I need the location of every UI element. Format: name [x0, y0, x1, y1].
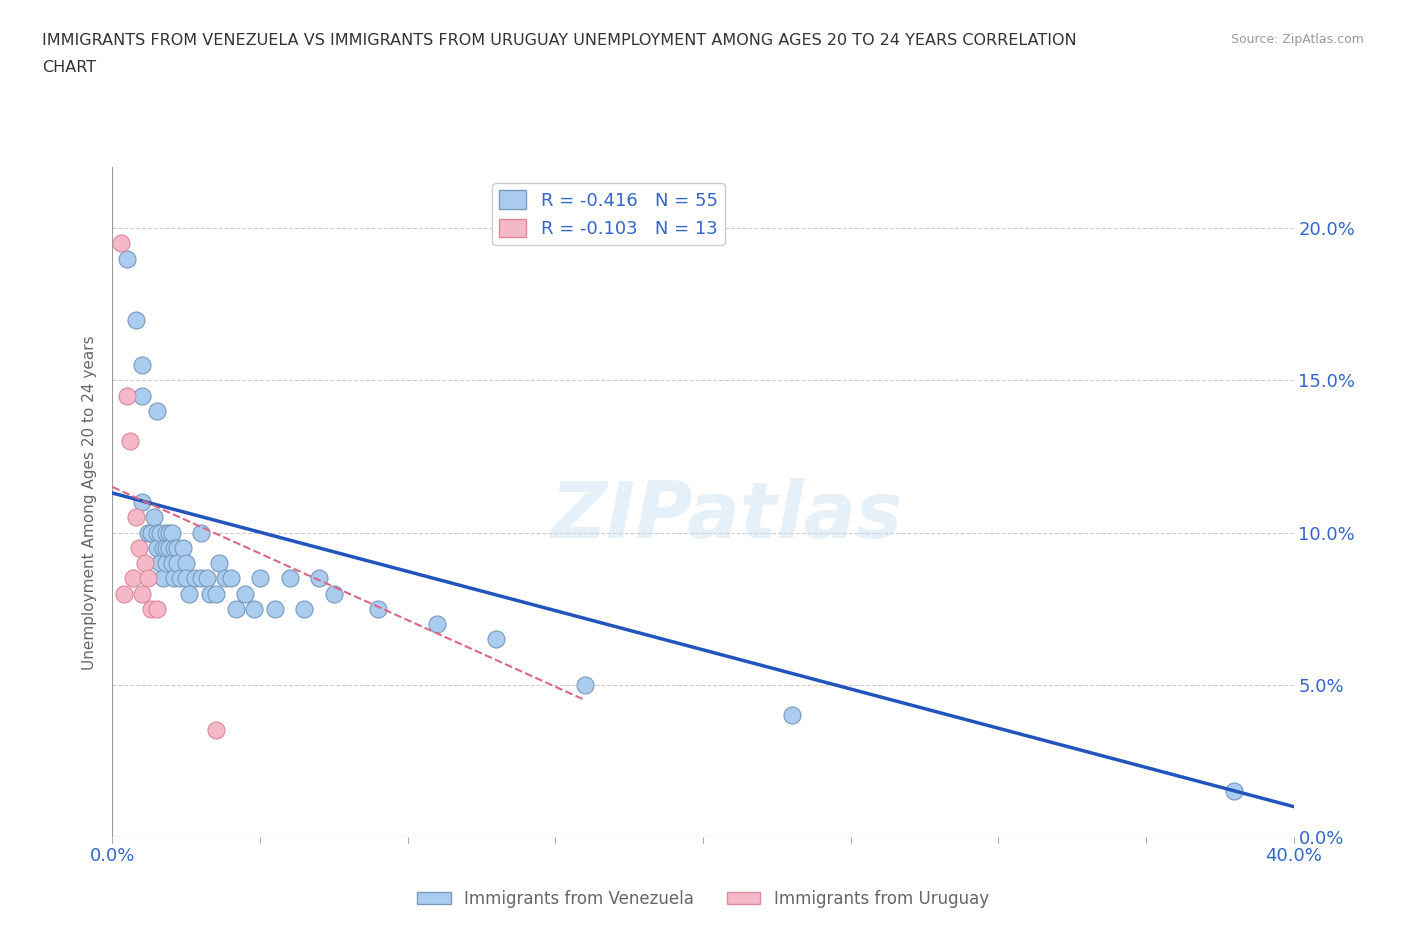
- Point: [169, 571, 191, 586]
- Point: [233, 586, 256, 601]
- Point: [292, 602, 315, 617]
- Point: [308, 571, 330, 586]
- Point: [160, 555, 183, 570]
- Point: [174, 571, 197, 586]
- Point: [780, 708, 803, 723]
- Point: [125, 510, 148, 525]
- Point: [485, 631, 508, 646]
- Point: [112, 586, 135, 601]
- Point: [146, 540, 169, 555]
- Point: [155, 555, 177, 570]
- Point: [1223, 784, 1246, 799]
- Point: [146, 525, 169, 540]
- Point: [574, 677, 596, 692]
- Point: [131, 495, 153, 510]
- Point: [149, 555, 172, 570]
- Point: [125, 312, 148, 327]
- Point: [214, 571, 236, 586]
- Point: [131, 586, 153, 601]
- Point: [323, 586, 346, 601]
- Text: ZIPatlas: ZIPatlas: [551, 478, 903, 553]
- Point: [134, 555, 156, 570]
- Point: [155, 540, 177, 555]
- Point: [367, 602, 389, 617]
- Point: [110, 236, 132, 251]
- Point: [190, 525, 212, 540]
- Point: [122, 571, 145, 586]
- Point: [155, 525, 177, 540]
- Point: [163, 571, 186, 586]
- Text: Source: ZipAtlas.com: Source: ZipAtlas.com: [1230, 33, 1364, 46]
- Point: [195, 571, 218, 586]
- Point: [131, 388, 153, 403]
- Point: [117, 251, 138, 266]
- Point: [278, 571, 301, 586]
- Point: [120, 434, 142, 449]
- Point: [225, 602, 247, 617]
- Point: [142, 510, 165, 525]
- Text: CHART: CHART: [42, 60, 96, 75]
- Point: [149, 525, 172, 540]
- Point: [160, 525, 183, 540]
- Text: IMMIGRANTS FROM VENEZUELA VS IMMIGRANTS FROM URUGUAY UNEMPLOYMENT AMONG AGES 20 : IMMIGRANTS FROM VENEZUELA VS IMMIGRANTS …: [42, 33, 1077, 47]
- Point: [426, 617, 449, 631]
- Point: [146, 404, 169, 418]
- Point: [198, 586, 221, 601]
- Point: [264, 602, 287, 617]
- Point: [219, 571, 242, 586]
- Y-axis label: Unemployment Among Ages 20 to 24 years: Unemployment Among Ages 20 to 24 years: [82, 335, 97, 670]
- Point: [163, 540, 186, 555]
- Point: [128, 540, 150, 555]
- Point: [152, 540, 174, 555]
- Point: [205, 723, 228, 737]
- Point: [117, 388, 138, 403]
- Point: [179, 586, 201, 601]
- Point: [131, 358, 153, 373]
- Point: [174, 555, 197, 570]
- Point: [157, 525, 180, 540]
- Point: [136, 525, 159, 540]
- Point: [166, 540, 188, 555]
- Point: [139, 602, 162, 617]
- Point: [190, 571, 212, 586]
- Point: [157, 540, 180, 555]
- Legend: R = -0.416   N = 55, R = -0.103   N = 13: R = -0.416 N = 55, R = -0.103 N = 13: [492, 183, 725, 246]
- Point: [172, 540, 194, 555]
- Point: [166, 555, 188, 570]
- Point: [146, 602, 169, 617]
- Point: [243, 602, 266, 617]
- Point: [205, 586, 228, 601]
- Point: [249, 571, 271, 586]
- Point: [152, 571, 174, 586]
- Point: [184, 571, 207, 586]
- Point: [139, 525, 162, 540]
- Point: [136, 571, 159, 586]
- Point: [208, 555, 231, 570]
- Legend: Immigrants from Venezuela, Immigrants from Uruguay: Immigrants from Venezuela, Immigrants fr…: [411, 883, 995, 914]
